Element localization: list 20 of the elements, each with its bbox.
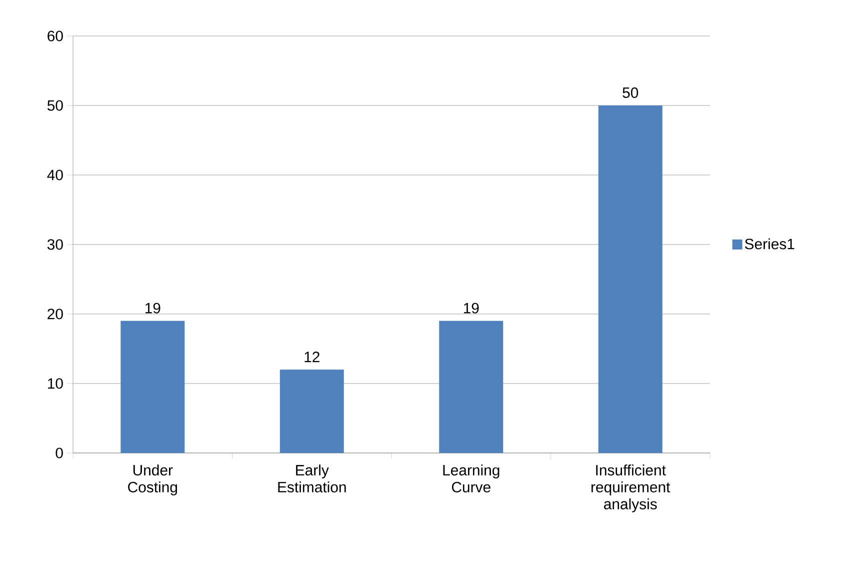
bar (120, 320, 185, 453)
bar (280, 370, 344, 453)
y-tick-label: 30 (47, 239, 63, 250)
x-tick-label: Learning Curve (443, 464, 500, 492)
data-label: 12 (304, 352, 320, 362)
data-label: 50 (622, 87, 638, 98)
y-tick-label: 10 (48, 378, 63, 389)
bar (439, 320, 504, 453)
legend-label: Series1 (744, 238, 794, 250)
bar (598, 105, 662, 453)
x-tick-label: Insufficient requirement analysis (592, 464, 670, 512)
y-tick-label: 60 (48, 30, 63, 42)
y-tick-label: 20 (48, 308, 63, 320)
data-label: 19 (145, 302, 160, 314)
y-tick-label: 50 (47, 100, 63, 111)
x-tick-label: Under Costing (128, 464, 177, 496)
x-tick-label: Early Estimation (278, 464, 346, 492)
y-tick-label: 40 (47, 170, 63, 180)
data-label: 19 (464, 302, 479, 314)
y-tick-label: 0 (56, 448, 63, 458)
